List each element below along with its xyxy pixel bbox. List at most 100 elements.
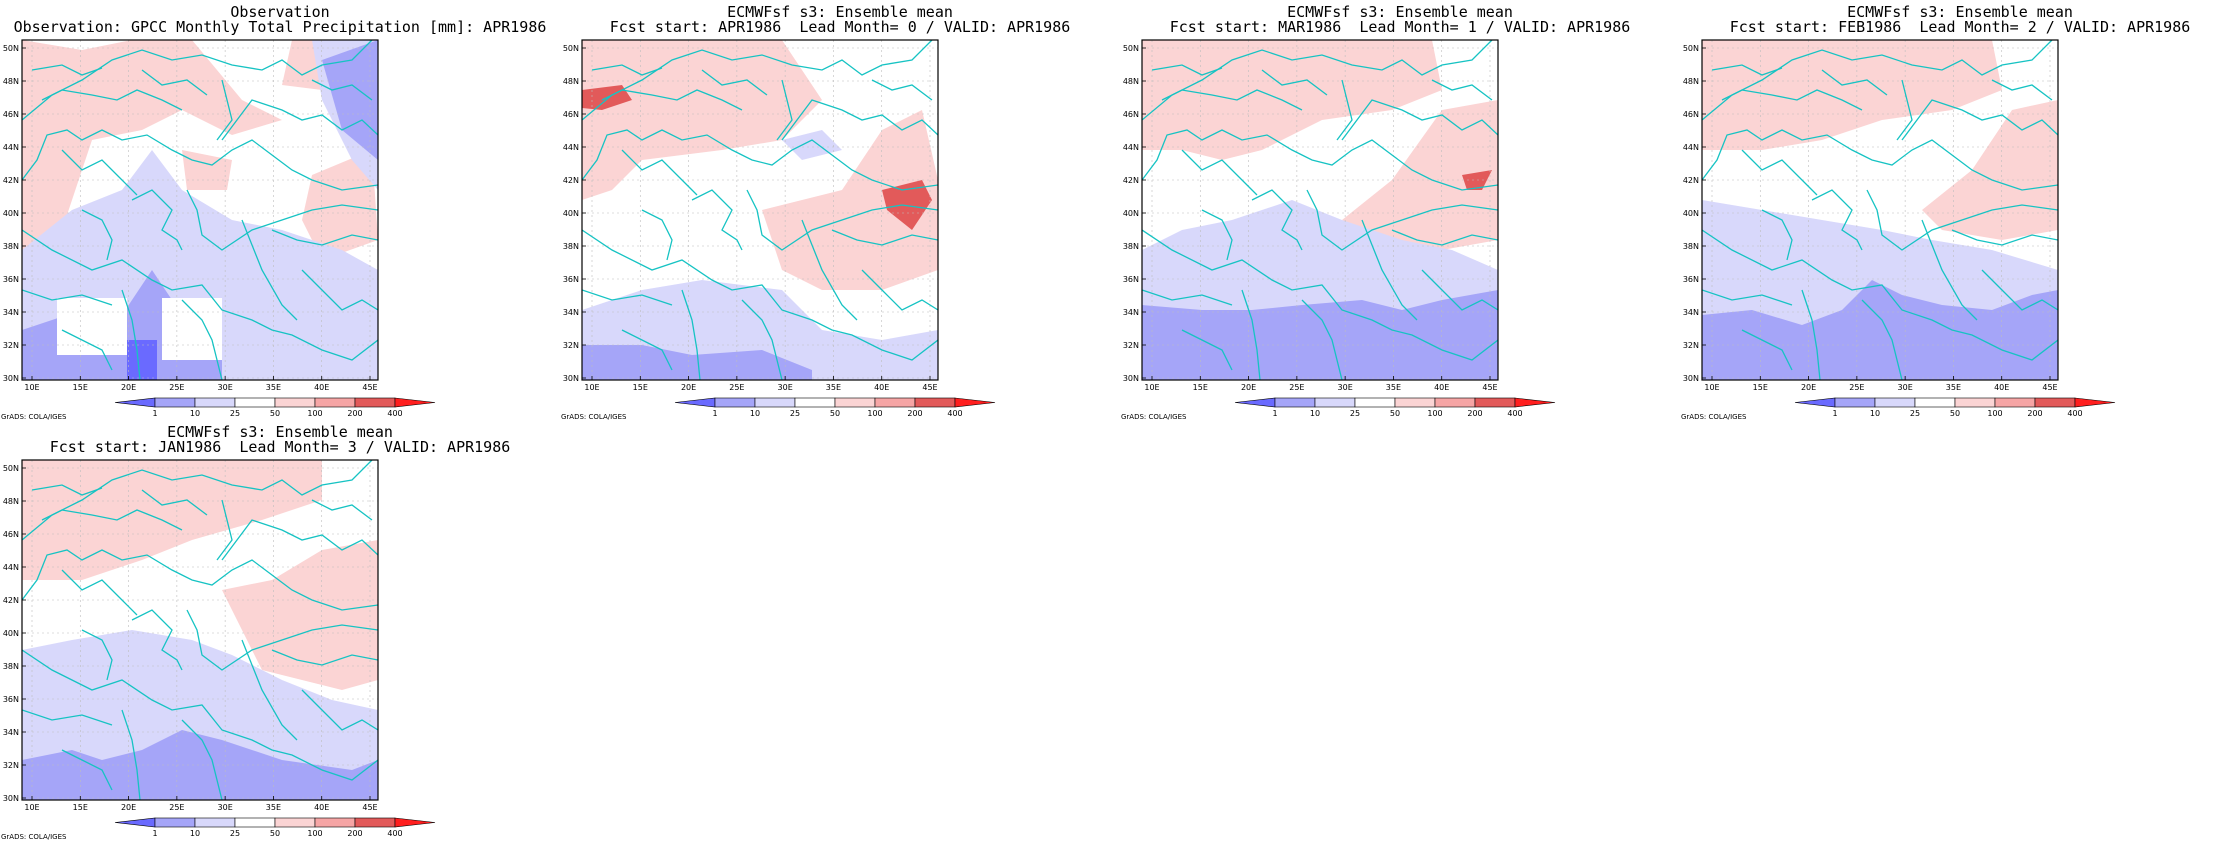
colorbar-label: 1 [1832, 409, 1837, 418]
lat-tick-label: 42N [563, 176, 579, 185]
lon-tick-label: 35E [826, 383, 841, 392]
lat-tick-label: 46N [1683, 110, 1699, 119]
precip-shading [127, 340, 157, 380]
lon-tick-label: 20E [121, 803, 136, 812]
colorbar-swatch [1314, 397, 1356, 408]
coastline [1181, 149, 1258, 196]
lat-tick-label: 50N [563, 44, 579, 53]
coastline [141, 489, 208, 516]
lat-tick-label: 46N [3, 110, 19, 119]
map-plot: 50N 48N 46N 44N 42N 40N 38N 36N 34N 32N 30N 10E 15E 2… [1123, 39, 1499, 392]
coastline [1811, 189, 1863, 251]
lat-tick-label: 42N [1683, 176, 1699, 185]
lon-tick-label: 35E [266, 803, 281, 812]
lon-tick-label: 40E [1994, 383, 2009, 392]
coastline [1341, 99, 1498, 141]
coastline [181, 719, 223, 800]
lat-tick-label: 50N [1123, 44, 1139, 53]
lat-tick-label: 46N [3, 530, 19, 539]
colorbar-swatch [154, 397, 196, 408]
coastline [22, 709, 113, 726]
colorbar-swatch [674, 397, 716, 408]
colorbar-swatch [1434, 397, 1476, 408]
coastline [831, 229, 938, 246]
colorbar-swatch [1954, 397, 1996, 408]
lat-tick-label: 36N [1683, 275, 1699, 284]
precip-shading [22, 730, 378, 800]
panel-title: ECMWFsf s3: Ensemble mean [1287, 3, 1513, 21]
coastline [1181, 329, 1233, 371]
colorbar-swatch [714, 397, 756, 408]
colorbar-swatch [314, 817, 356, 828]
lon-tick-label: 25E [729, 383, 744, 392]
coastline [1921, 219, 1978, 321]
coastline [241, 639, 298, 741]
colorbar-label: 100 [1987, 409, 2002, 418]
colorbar-swatch [234, 397, 276, 408]
coastline [181, 299, 223, 380]
colorbar-swatch [1794, 397, 1836, 408]
coastline [271, 649, 378, 666]
colorbar: 1 10 25 50 100 200 400 [674, 397, 996, 418]
lat-tick-label: 48N [3, 497, 19, 506]
map-plot: 50N 48N 46N 44N 42N 40N 38N 36N 34N 32N 30N 10E 15E 2… [563, 39, 939, 392]
lon-tick-label: 45E [2042, 383, 2057, 392]
coastline [582, 40, 933, 121]
colorbar-swatch [354, 397, 396, 408]
coastline [1361, 219, 1418, 321]
coastline [621, 329, 673, 371]
panel-subtitle: Fcst start: MAR1986 Lead Month= 1 / VALI… [1169, 18, 1631, 36]
precip-shading [1702, 280, 2058, 380]
coastline [871, 79, 933, 101]
lon-tick-label: 10E [584, 383, 599, 392]
lat-tick-label: 40N [563, 209, 579, 218]
lat-tick-label: 38N [563, 242, 579, 251]
coastline [701, 69, 768, 96]
coastline [22, 229, 378, 361]
lon-tick-label: 45E [1482, 383, 1497, 392]
coastline [61, 569, 138, 616]
map-panel: ECMWFsf s3: Ensemble mean Fcst start: FEB… [1680, 0, 2240, 421]
lat-tick-label: 44N [563, 143, 579, 152]
map-plot: 50N 48N 46N 44N 42N 40N 38N 36N 34N 32N 30N 10E 15E 2… [3, 39, 379, 392]
coastline [1391, 229, 1498, 246]
coastline [81, 629, 113, 681]
map-panel: ECMWFsf s3: Ensemble mean Fcst start: APR… [560, 0, 1120, 421]
lat-tick-label: 42N [3, 596, 19, 605]
coastline [1421, 269, 1498, 311]
coastline [301, 689, 378, 731]
coastline [1261, 69, 1328, 96]
coastline [31, 64, 103, 76]
panel-subtitle: Fcst start: FEB1986 Lead Month= 2 / VALI… [1729, 18, 2191, 36]
panel-title: Observation [230, 3, 330, 21]
lon-tick-label: 20E [1801, 383, 1816, 392]
coastline [121, 709, 141, 800]
lon-tick-label: 45E [362, 383, 377, 392]
colorbar-label: 200 [347, 409, 362, 418]
lon-tick-label: 25E [169, 383, 184, 392]
lon-tick-label: 10E [24, 803, 39, 812]
lon-tick-label: 15E [1193, 383, 1208, 392]
colorbar-label: 25 [230, 409, 240, 418]
coastline [221, 519, 378, 561]
coastline [1861, 299, 1903, 380]
coastline [1306, 189, 1498, 251]
colorbar-label: 100 [1427, 409, 1442, 418]
lat-tick-label: 48N [563, 77, 579, 86]
lon-tick-label: 35E [266, 383, 281, 392]
lon-tick-label: 35E [1386, 383, 1401, 392]
coastline [41, 89, 183, 111]
lat-tick-label: 50N [1683, 44, 1699, 53]
coastline [1142, 129, 1498, 191]
lat-tick-label: 34N [3, 728, 19, 737]
coastline [1801, 289, 1821, 380]
lat-tick-label: 36N [1123, 275, 1139, 284]
colorbar-label: 100 [307, 829, 322, 838]
lat-tick-label: 44N [1683, 143, 1699, 152]
coastline [1761, 209, 1793, 261]
colorbar-swatch [354, 817, 396, 828]
lon-tick-label: 20E [681, 383, 696, 392]
lat-tick-label: 34N [1683, 308, 1699, 317]
panel-title: ECMWFsf s3: Ensemble mean [1847, 3, 2073, 21]
map-plot: 50N 48N 46N 44N 42N 40N 38N 36N 34N 32N 30N 10E 15E 2… [1683, 39, 2059, 392]
